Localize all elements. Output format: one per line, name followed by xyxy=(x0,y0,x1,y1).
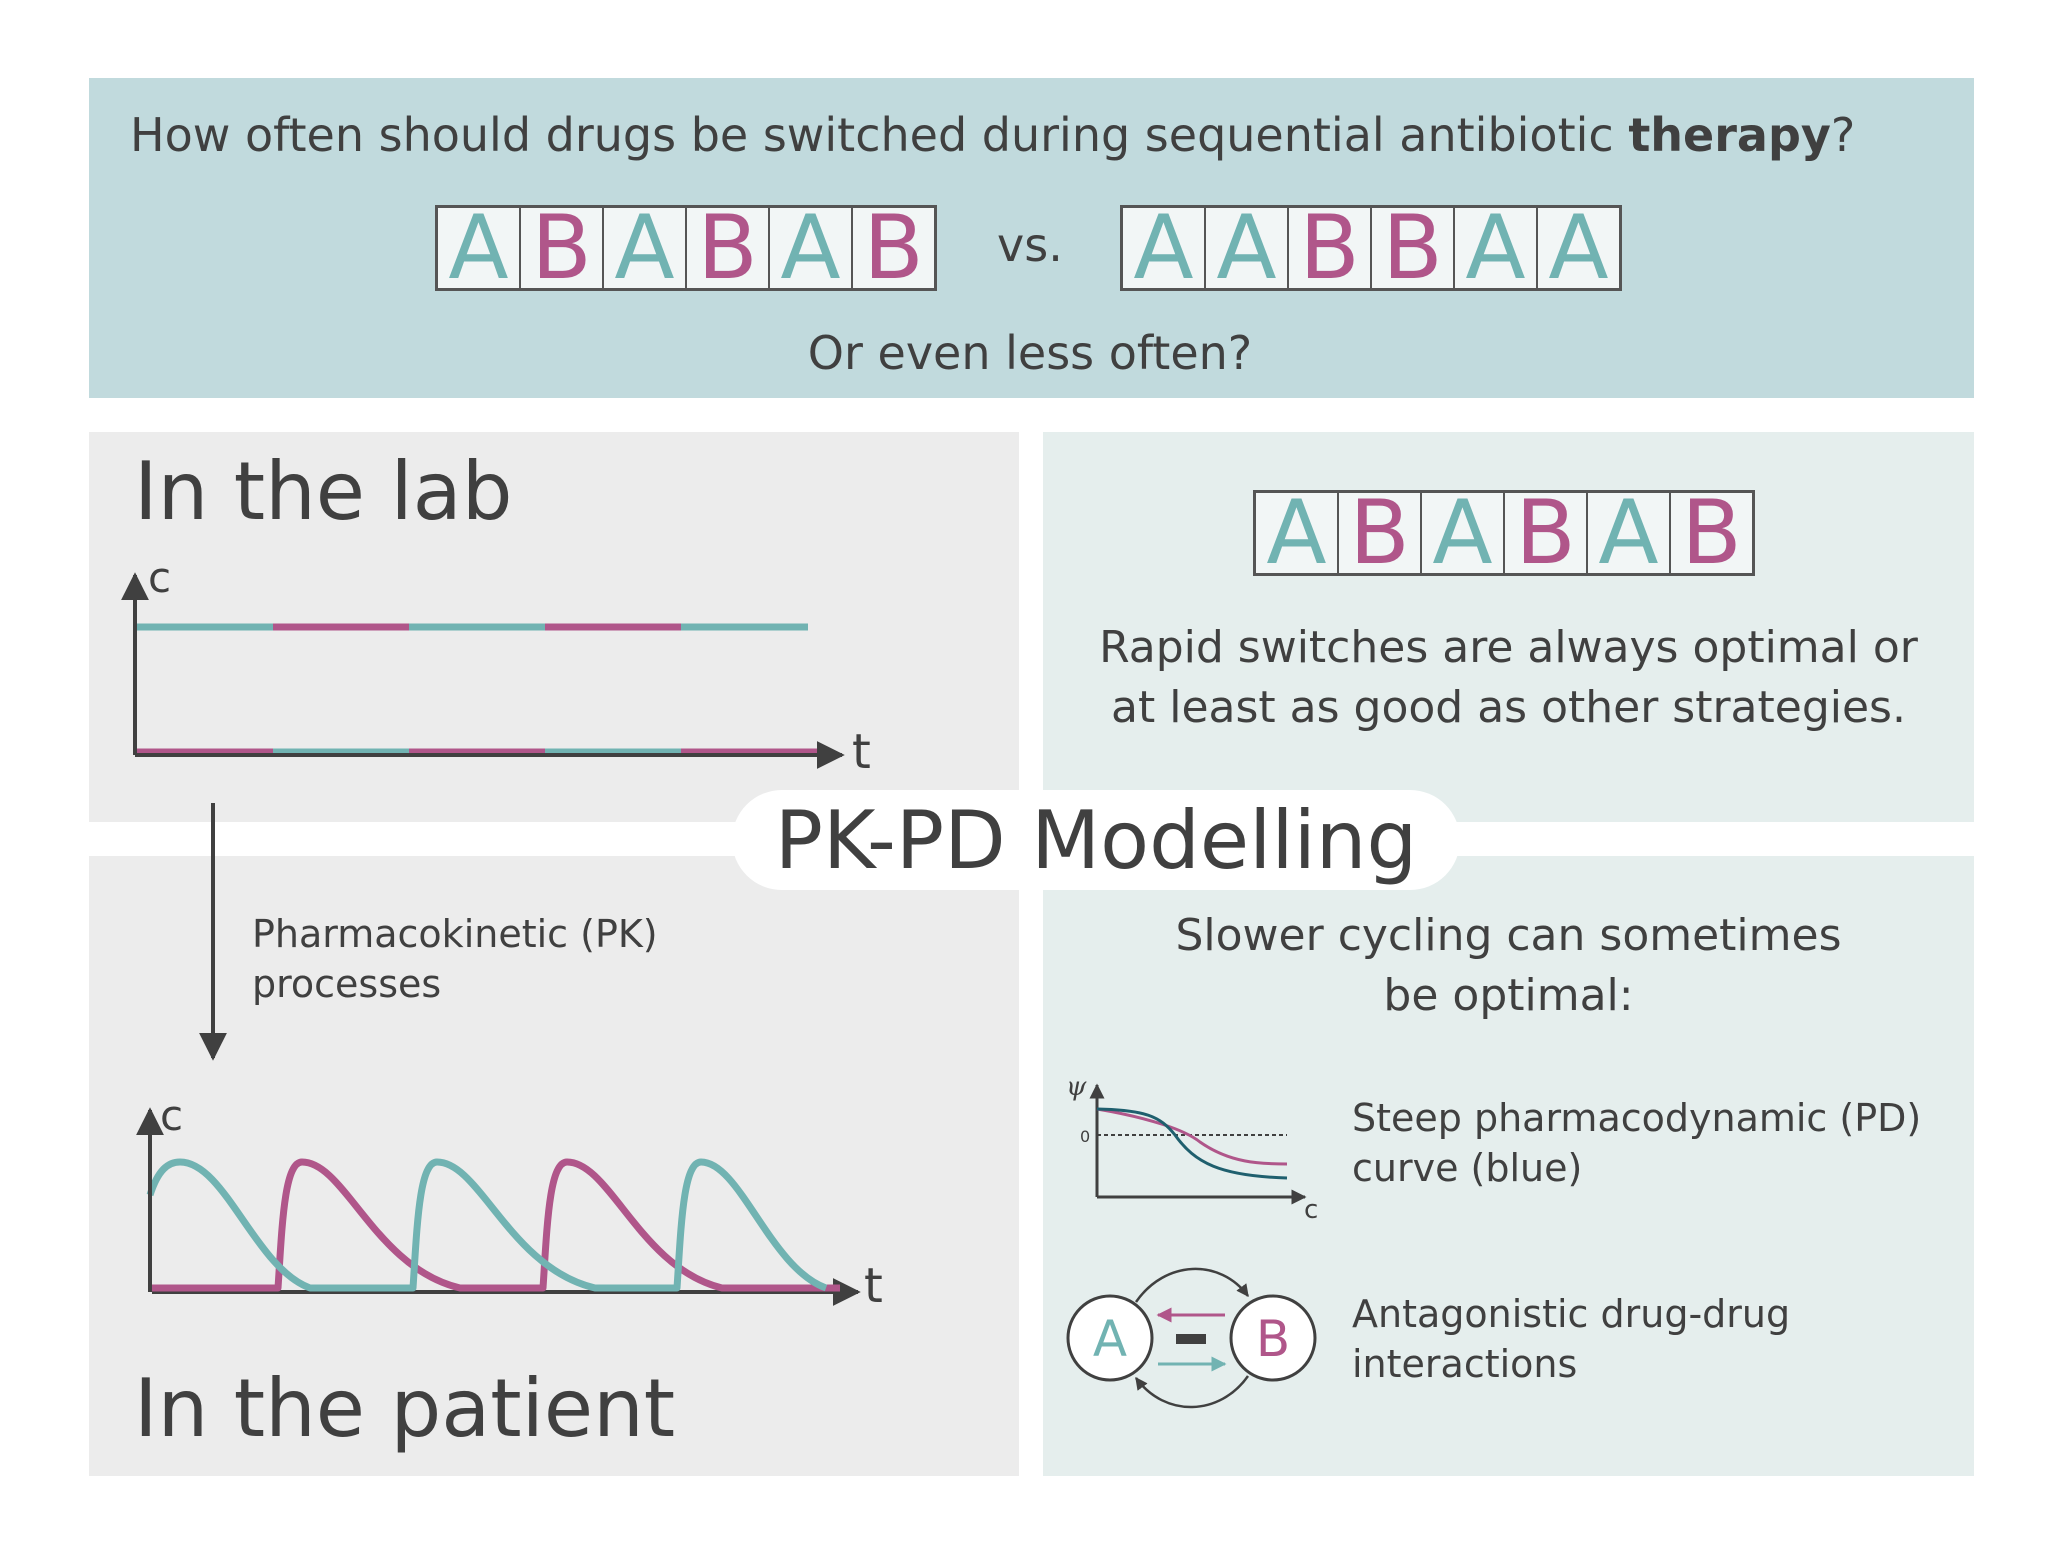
interaction-text-2: interactions xyxy=(1352,1342,1578,1386)
sub-question: Or even less often? xyxy=(807,326,1253,380)
pd-text-2: curve (blue) xyxy=(1352,1146,1583,1190)
slow-line-1: Slower cycling can sometimes xyxy=(1175,910,1842,961)
patient-panel xyxy=(89,856,1019,1476)
node-b xyxy=(1229,1294,1317,1382)
node-a xyxy=(1066,1294,1154,1382)
node-a-label: A xyxy=(1093,1310,1127,1368)
lab-x-label: t xyxy=(852,724,871,780)
seq1-cell-5: A xyxy=(770,204,853,292)
patient-chart: c t xyxy=(136,1091,883,1314)
slow-text: Slower cycling can sometimes be optimal: xyxy=(1043,906,1974,1026)
rapid-line-2: at least as good as other strategies. xyxy=(1111,682,1906,733)
pk-line-2: processes xyxy=(252,962,442,1006)
node-b-label: B xyxy=(1256,1310,1290,1368)
main-question: How often should drugs be switched durin… xyxy=(130,108,1855,162)
seq2-cell-5: A xyxy=(1455,204,1538,292)
bottom-curved-arrow xyxy=(1134,1375,1250,1409)
seq1-cell-1: A xyxy=(438,204,521,292)
patient-x-label: t xyxy=(864,1258,883,1314)
seq3-cell-1: A xyxy=(1256,489,1339,577)
patient-y-label: c xyxy=(160,1091,183,1140)
slow-panel xyxy=(1043,856,1974,1476)
seq3-cell-4: B xyxy=(1505,489,1588,577)
seq2-cell-2: A xyxy=(1206,204,1289,292)
seq3-cell-2: B xyxy=(1339,489,1422,577)
seq1-cell-2: B xyxy=(521,204,604,292)
pd-curve-text: Steep pharmacodynamic (PD) curve (blue) xyxy=(1352,1093,1921,1193)
pd-y-label: ψ xyxy=(1066,1072,1087,1102)
pd-x-label: c xyxy=(1304,1195,1318,1225)
question-text: How often should drugs be switched durin… xyxy=(130,108,1629,162)
seq2-cell-1: A xyxy=(1123,204,1206,292)
patient-title: In the patient xyxy=(134,1362,676,1455)
pd-curve-magenta xyxy=(1096,1107,1288,1166)
seq3-cell-5: A xyxy=(1588,489,1671,577)
lab-y-label: c xyxy=(148,553,171,602)
antagonism-minus-icon xyxy=(1176,1334,1206,1344)
pd-curve-chart: ψ 0 c xyxy=(1066,1072,1318,1225)
question-panel xyxy=(89,78,1974,398)
pk-label: Pharmacokinetic (PK) processes xyxy=(252,909,658,1009)
seq2-cell-6: A xyxy=(1538,204,1619,292)
vs-label: vs. xyxy=(997,218,1063,272)
question-mark: ? xyxy=(1830,108,1856,162)
seq2-cell-3: B xyxy=(1289,204,1372,292)
rapid-text: Rapid switches are always optimal or at … xyxy=(1043,618,1974,738)
pd-curve-blue xyxy=(1096,1107,1288,1180)
seq1-cell-6: B xyxy=(853,204,934,292)
drug-a-concentration xyxy=(146,1158,828,1292)
seq1-cell-3: A xyxy=(604,204,687,292)
seq2-cell-4: B xyxy=(1372,204,1455,292)
seq3-cell-6: B xyxy=(1671,489,1752,577)
slow-line-2: be optimal: xyxy=(1383,970,1634,1021)
pk-line-1: Pharmacokinetic (PK) xyxy=(252,912,658,956)
pd-zero-label: 0 xyxy=(1080,1127,1090,1146)
rapid-line-1: Rapid switches are always optimal or xyxy=(1099,622,1918,673)
interaction-diagram: A B xyxy=(1066,1267,1317,1409)
interaction-text: Antagonistic drug-drug interactions xyxy=(1352,1289,1790,1389)
interaction-text-1: Antagonistic drug-drug xyxy=(1352,1292,1791,1336)
seq1-cell-4: B xyxy=(687,204,770,292)
seq3-cell-3: A xyxy=(1422,489,1505,577)
lab-title: In the lab xyxy=(134,445,513,538)
question-bold: therapy xyxy=(1628,108,1831,162)
pk-pd-modelling-label: PK-PD Modelling xyxy=(732,790,1460,890)
top-curved-arrow xyxy=(1134,1267,1250,1303)
drug-b-concentration xyxy=(150,1158,840,1292)
lab-chart: c t xyxy=(121,553,871,780)
pd-text-1: Steep pharmacodynamic (PD) xyxy=(1352,1096,1922,1140)
